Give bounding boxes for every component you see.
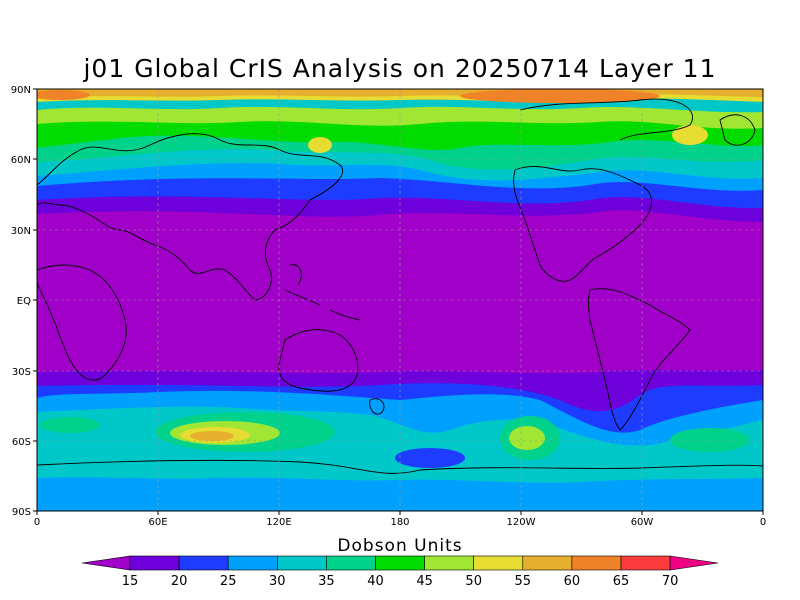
- lon-tick-label: 60E: [148, 517, 167, 528]
- colorbar-segment: [227, 555, 278, 571]
- colorbar-segment: [571, 555, 622, 571]
- colorbar-segment: [276, 555, 327, 571]
- lat-tick-label: 60S: [12, 437, 31, 448]
- latitude-axis: 90N 60N 30N EQ 30S 60S 90S: [11, 85, 37, 518]
- colorbar-level-label: 50: [465, 574, 482, 589]
- colorbar-segment: [129, 555, 180, 571]
- lat-tick-label: 90S: [12, 507, 31, 518]
- longitude-axis: 0 60E 120E 180 120W 60W 0: [34, 511, 766, 528]
- lat-tick-label: 30N: [11, 226, 31, 237]
- lon-tick-label: 60W: [631, 517, 654, 528]
- colorbar-level-label: 55: [515, 574, 532, 589]
- colorbar-segment: [522, 555, 573, 571]
- colorbar: 15 20 25 30 35 40 45 50 55 60 65 70: [81, 555, 719, 589]
- colorbar-level-label: 15: [122, 574, 139, 589]
- colorbar-level-label: 65: [613, 574, 630, 589]
- colorbar-title: Dobson Units: [337, 536, 463, 556]
- colorbar-segment: [473, 555, 524, 571]
- lat-tick-label: EQ: [17, 296, 31, 307]
- colorbar-level-label: 35: [318, 574, 335, 589]
- ozone-field: [37, 89, 763, 511]
- lon-tick-label: 120W: [507, 517, 536, 528]
- colorbar-level-label: 30: [269, 574, 286, 589]
- lon-tick-label: 180: [390, 517, 409, 528]
- colorbar-segment: [424, 555, 475, 571]
- colorbar-segment: [178, 555, 229, 571]
- colorbar-level-label: 60: [564, 574, 581, 589]
- lon-tick-label: 120E: [266, 517, 291, 528]
- colorbar-segment: [326, 555, 376, 571]
- colorbar-level-label: 45: [416, 574, 433, 589]
- colorbar-high-arrow: [669, 555, 719, 571]
- map-title: j01 Global CrIS Analysis on 20250714 Lay…: [83, 54, 717, 83]
- colorbar-segment: [620, 555, 671, 571]
- lat-tick-label: 90N: [11, 85, 31, 96]
- graticule: [37, 89, 763, 511]
- colorbar-level-label: 20: [171, 574, 188, 589]
- colorbar-level-label: 25: [220, 574, 237, 589]
- colorbar-low-arrow: [81, 555, 131, 571]
- lon-tick-label: 0: [760, 517, 766, 528]
- colorbar-level-label: 70: [662, 574, 679, 589]
- colorbar-segment: [375, 555, 425, 571]
- lat-tick-label: 30S: [12, 367, 31, 378]
- coastlines: [37, 98, 763, 474]
- lon-tick-label: 0: [34, 517, 40, 528]
- lat-tick-label: 60N: [11, 155, 31, 166]
- colorbar-level-label: 40: [367, 574, 384, 589]
